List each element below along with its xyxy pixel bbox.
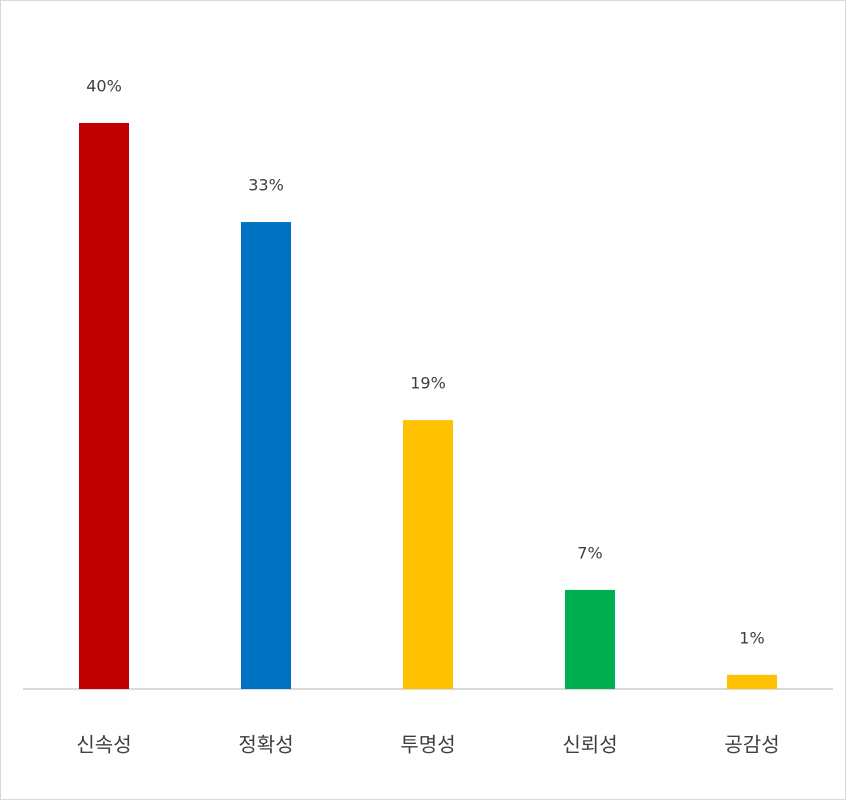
x-tick-label: 공감성 [724, 733, 779, 757]
x-tick-label: 투명성 [400, 733, 455, 757]
value-label: 19% [410, 374, 446, 393]
value-label: 40% [86, 77, 122, 96]
bar [727, 674, 777, 689]
bar [565, 589, 615, 689]
x-tick-label: 정확성 [238, 733, 293, 757]
x-tick-label: 신속성 [76, 733, 131, 757]
bar [403, 420, 453, 689]
value-label: 7% [577, 543, 602, 562]
bar [79, 123, 129, 689]
bar [241, 222, 291, 690]
value-label: 33% [248, 176, 284, 195]
x-tick-label: 신뢰성 [562, 733, 617, 757]
value-label: 1% [739, 628, 764, 647]
